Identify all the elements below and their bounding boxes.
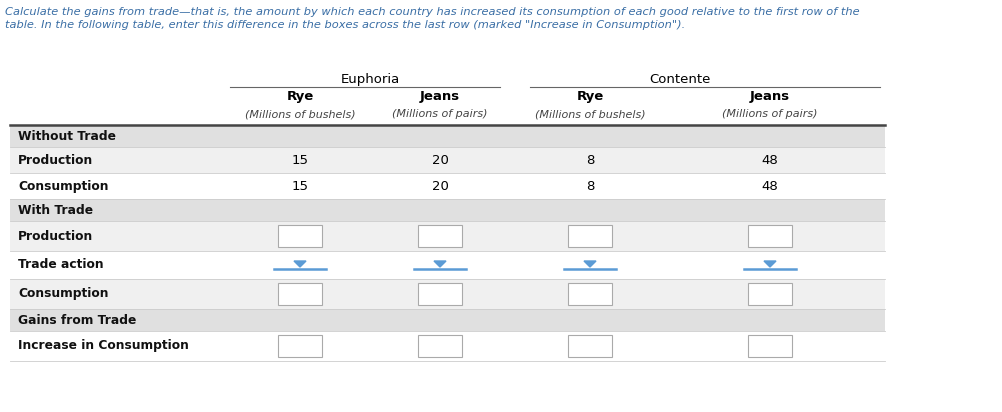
Text: 20: 20 xyxy=(431,154,448,166)
Bar xyxy=(10,173,884,199)
Text: 8: 8 xyxy=(585,154,593,166)
Bar xyxy=(567,283,611,305)
Bar xyxy=(747,225,792,247)
Bar xyxy=(10,251,884,279)
Text: Production: Production xyxy=(18,154,93,166)
Text: 15: 15 xyxy=(292,154,309,166)
Bar xyxy=(10,125,884,147)
Text: Consumption: Consumption xyxy=(18,288,108,300)
Text: 15: 15 xyxy=(292,180,309,192)
Bar xyxy=(567,335,611,357)
Polygon shape xyxy=(434,261,446,267)
Text: 20: 20 xyxy=(431,180,448,192)
Text: Without Trade: Without Trade xyxy=(18,129,116,143)
Bar xyxy=(10,147,884,173)
Text: Consumption: Consumption xyxy=(18,180,108,192)
Text: 8: 8 xyxy=(585,180,593,192)
Text: Euphoria: Euphoria xyxy=(340,73,399,86)
Bar xyxy=(278,283,322,305)
Text: 48: 48 xyxy=(761,154,778,166)
Text: Contente: Contente xyxy=(648,73,710,86)
Text: Increase in Consumption: Increase in Consumption xyxy=(18,339,188,353)
Bar xyxy=(747,283,792,305)
Text: (Millions of pairs): (Millions of pairs) xyxy=(721,109,817,119)
Bar xyxy=(10,331,884,361)
Text: table. In the following table, enter this difference in the boxes across the las: table. In the following table, enter thi… xyxy=(5,20,684,30)
Text: (Millions of bushels): (Millions of bushels) xyxy=(244,109,355,119)
Polygon shape xyxy=(583,261,595,267)
Text: 48: 48 xyxy=(761,180,778,192)
Text: (Millions of pairs): (Millions of pairs) xyxy=(392,109,487,119)
Text: Rye: Rye xyxy=(576,89,603,103)
Text: (Millions of bushels): (Millions of bushels) xyxy=(534,109,644,119)
Bar xyxy=(278,335,322,357)
Bar xyxy=(10,309,884,331)
Polygon shape xyxy=(764,261,776,267)
Bar xyxy=(418,283,462,305)
Text: Production: Production xyxy=(18,229,93,243)
Text: With Trade: With Trade xyxy=(18,204,93,216)
Bar xyxy=(418,225,462,247)
Bar xyxy=(10,279,884,309)
Bar xyxy=(747,335,792,357)
Text: Jeans: Jeans xyxy=(420,89,460,103)
Bar xyxy=(567,225,611,247)
Text: Rye: Rye xyxy=(287,89,314,103)
Bar xyxy=(278,225,322,247)
Text: Jeans: Jeans xyxy=(749,89,790,103)
Text: Trade action: Trade action xyxy=(18,258,103,272)
Text: Calculate the gains from trade—that is, the amount by which each country has inc: Calculate the gains from trade—that is, … xyxy=(5,7,859,17)
Bar xyxy=(10,199,884,221)
Polygon shape xyxy=(294,261,306,267)
Bar xyxy=(10,221,884,251)
Bar xyxy=(418,335,462,357)
Text: Gains from Trade: Gains from Trade xyxy=(18,314,136,326)
